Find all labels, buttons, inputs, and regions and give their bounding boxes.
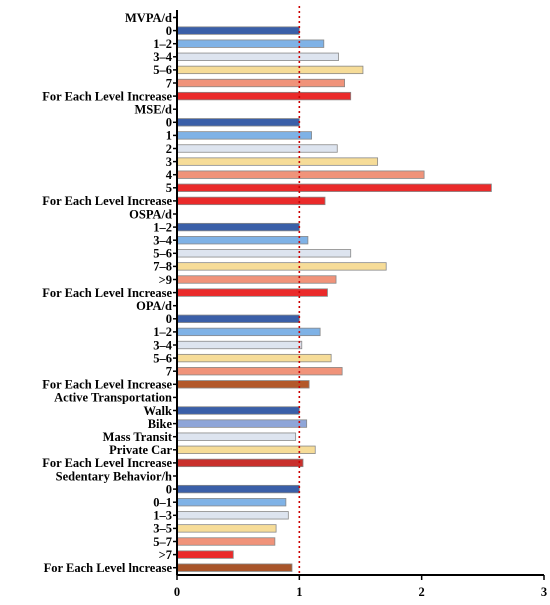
category-label: 1–2 (153, 325, 172, 339)
bar (176, 196, 326, 206)
bar (176, 484, 300, 494)
category-label: Walk (144, 404, 173, 418)
bar (176, 91, 352, 101)
bar (176, 288, 328, 297)
bar (176, 78, 345, 88)
category-label: 0 (166, 24, 172, 38)
category-label: 3 (166, 155, 172, 169)
category-label: 0 (166, 312, 172, 326)
x-tick-label: 3 (541, 585, 547, 599)
group-header-label: MVPA/d (125, 11, 172, 25)
x-tick-label: 2 (419, 585, 425, 599)
bar (176, 262, 387, 271)
group-header-label: Sedentary Behavior/h (56, 469, 172, 483)
bar (176, 39, 325, 48)
x-tick-label: 1 (296, 585, 302, 599)
bar (176, 458, 304, 468)
group-header-label: OSPA/d (129, 207, 172, 221)
group-header-label: Active Transportation (54, 391, 172, 405)
bar (176, 118, 300, 127)
bar (176, 406, 300, 415)
bar (176, 550, 234, 559)
category-label: 5–6 (153, 247, 172, 261)
category-label: 7 (166, 76, 172, 90)
category-label: 5 (166, 181, 172, 195)
category-label: 0–1 (153, 496, 172, 510)
x-tick-label: 0 (174, 585, 180, 599)
bar (176, 511, 289, 520)
bar (176, 537, 276, 546)
bar (176, 353, 332, 363)
category-label: For Each Level Increase (42, 378, 172, 392)
category-label: 0 (166, 482, 172, 496)
bar (176, 498, 287, 507)
bar (176, 131, 312, 140)
category-label: For Each Level Increase (42, 456, 172, 470)
category-label: Private Car (109, 443, 172, 457)
bar (176, 275, 337, 284)
bar (176, 157, 379, 166)
category-label: >7 (159, 548, 172, 562)
bar (176, 170, 425, 179)
bar (176, 419, 308, 428)
bar (176, 380, 310, 389)
group-header-label: OPA/d (136, 299, 172, 313)
category-label: >9 (159, 273, 172, 287)
bar (176, 314, 300, 323)
category-label: 1–2 (153, 37, 172, 51)
bar (176, 144, 338, 153)
bar (176, 222, 300, 232)
category-label: For Each Level Increase (42, 286, 172, 300)
bar (176, 52, 339, 61)
category-label: 1 (166, 129, 172, 143)
category-label: 7–8 (153, 260, 172, 274)
category-label: 5–6 (153, 351, 172, 365)
category-label: For Each Level lncrease (44, 561, 173, 575)
group-header-label: MSE/d (134, 103, 172, 117)
bar (176, 183, 492, 192)
category-label: 5–7 (153, 535, 172, 549)
category-label: 3–4 (153, 50, 173, 64)
bar (176, 340, 303, 350)
category-label: 3–4 (153, 234, 173, 248)
bar (176, 432, 297, 441)
category-label: For Each Level Increase (42, 89, 172, 103)
category-label: 3–4 (153, 338, 173, 352)
bar (176, 65, 364, 75)
category-label: 2 (166, 142, 172, 156)
category-label: 3–5 (153, 522, 172, 536)
category-label: 1–3 (153, 509, 172, 523)
bar (176, 367, 343, 376)
category-label: For Each Level Increase (42, 194, 172, 208)
category-label: Bike (148, 417, 173, 431)
bar (176, 445, 316, 454)
bar (176, 236, 309, 245)
bar (176, 524, 277, 533)
category-label: Mass Transit (103, 430, 173, 444)
category-label: 1–2 (153, 220, 172, 234)
category-label: 4 (166, 168, 173, 182)
category-label: 5–6 (153, 63, 172, 77)
bar (176, 563, 293, 572)
bars-layer (176, 26, 492, 572)
axes: 0 1 2 3 (173, 10, 547, 599)
bar (176, 249, 352, 258)
category-label: 0 (166, 116, 172, 130)
category-label: 7 (166, 365, 172, 379)
bar (176, 26, 300, 35)
